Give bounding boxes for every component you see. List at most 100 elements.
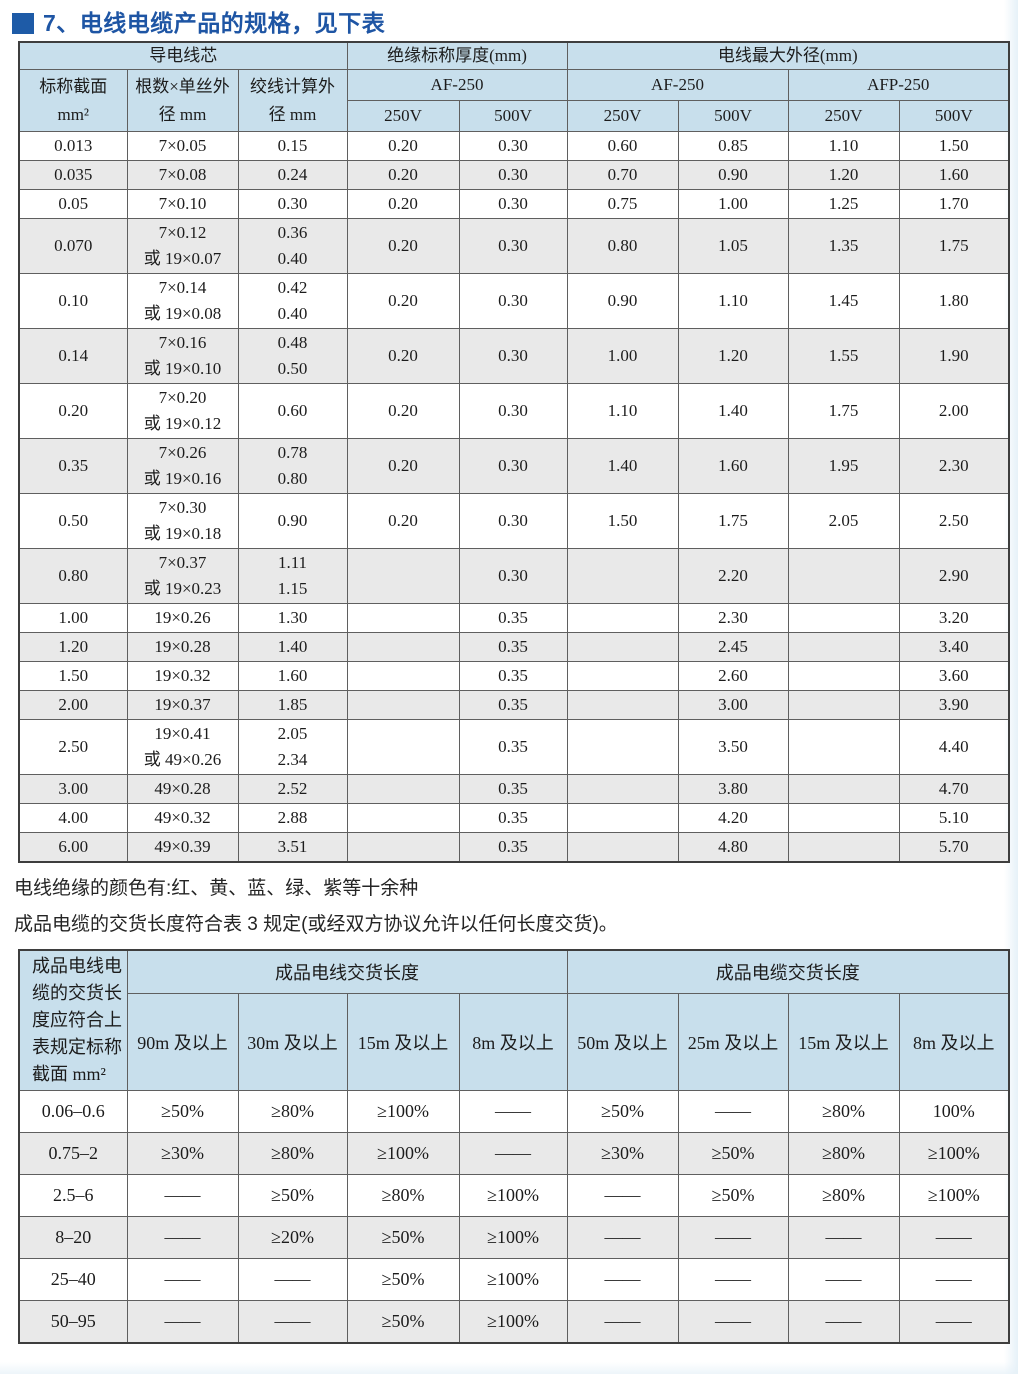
header-af250-od: AF-250 bbox=[566, 69, 789, 101]
table-cell: 1.75 bbox=[677, 493, 789, 549]
table-cell: 1.50 bbox=[898, 131, 1010, 161]
table-cell bbox=[566, 719, 679, 775]
table-cell: 2.05 2.34 bbox=[237, 719, 348, 775]
table-cell: 0.30 bbox=[458, 131, 568, 161]
header-wire-15m: 15m 及以上 bbox=[346, 993, 460, 1091]
table-cell bbox=[566, 690, 679, 720]
table-row: 1.50 19×0.32 1.60 0.35 2.60 3.60 bbox=[18, 661, 1010, 691]
table-cell: 49×0.28 bbox=[126, 774, 239, 804]
header-conductor-core: 导电线芯 bbox=[18, 41, 348, 70]
table-cell: 0.36 0.40 bbox=[237, 218, 348, 274]
table-cell bbox=[566, 548, 679, 604]
header-insulation-thickness: 绝缘标称厚度(mm) bbox=[346, 41, 568, 70]
table-cell bbox=[346, 690, 460, 720]
table-cell: 0.30 bbox=[458, 273, 568, 329]
header-wire-delivery-length: 成品电线交货长度 bbox=[126, 949, 568, 994]
table-cell: ≥50% bbox=[346, 1300, 460, 1343]
table-row: 1.00 19×0.26 1.30 0.35 2.30 3.20 bbox=[18, 603, 1010, 633]
table-cell: 2.5–6 bbox=[18, 1174, 128, 1217]
table-cell: ≥30% bbox=[566, 1132, 679, 1175]
delivery-table-header: 成品电线电 缆的交货长 度应符合上 表规定标称 截面 mm² 成品电线交货长度 … bbox=[18, 949, 1010, 1091]
table-cell: 3.20 bbox=[898, 603, 1010, 633]
header-wire-30m: 30m 及以上 bbox=[237, 993, 348, 1091]
table-cell: 4.80 bbox=[677, 832, 789, 863]
table-cell: 0.20 bbox=[346, 273, 460, 329]
table-cell: 2.60 bbox=[677, 661, 789, 691]
header-500v: 500V bbox=[458, 100, 568, 132]
table-cell: —— bbox=[126, 1174, 239, 1217]
table-cell: 1.00 bbox=[18, 603, 128, 633]
table-cell: ≥50% bbox=[677, 1174, 789, 1217]
table-cell: —— bbox=[898, 1300, 1010, 1343]
table-cell: 4.70 bbox=[898, 774, 1010, 804]
table-cell: 2.50 bbox=[18, 719, 128, 775]
header-cable-50m: 50m 及以上 bbox=[566, 993, 679, 1091]
table-cell: 19×0.41 或 49×0.26 bbox=[126, 719, 239, 775]
header-sub-row: 标称截面 mm² 根数×单丝外 径 mm 绞线计算外 径 mm AF-250 A… bbox=[18, 69, 1010, 132]
table-row: 50–95 —— —— ≥50% ≥100% —— —— —— —— bbox=[18, 1300, 1010, 1343]
table-cell: 2.45 bbox=[677, 632, 789, 662]
table-cell bbox=[787, 661, 900, 691]
table-cell: 1.20 bbox=[18, 632, 128, 662]
table-cell: ≥50% bbox=[126, 1090, 239, 1133]
table-cell: 8–20 bbox=[18, 1216, 128, 1259]
table-row: 8–20 —— ≥20% ≥50% ≥100% —— —— —— —— bbox=[18, 1216, 1010, 1259]
table-cell: 3.40 bbox=[898, 632, 1010, 662]
notes-block: 电线绝缘的颜色有:红、黄、蓝、绿、紫等十余种 成品电缆的交货长度符合表 3 规定… bbox=[14, 877, 1018, 937]
table-cell: 0.60 bbox=[566, 131, 679, 161]
table-row: 0.06–0.6 ≥50% ≥80% ≥100% —— ≥50% —— ≥80% 100% bbox=[18, 1090, 1010, 1133]
table-cell bbox=[566, 661, 679, 691]
table-cell bbox=[787, 832, 900, 863]
table-cell: 1.20 bbox=[677, 328, 789, 384]
note-insulation-colors: 电线绝缘的颜色有:红、黄、蓝、绿、紫等十余种 bbox=[14, 878, 419, 899]
table-cell: 0.24 bbox=[237, 160, 348, 190]
table-cell: 0.35 bbox=[458, 774, 568, 804]
table-cell: 1.00 bbox=[677, 189, 789, 219]
table-cell: 0.42 0.40 bbox=[237, 273, 348, 329]
table-cell: 3.00 bbox=[677, 690, 789, 720]
table-cell: —— bbox=[787, 1300, 900, 1343]
header-cable-15m: 15m 及以上 bbox=[787, 993, 900, 1091]
page-title-bar: 7、电线电缆产品的规格，见下表 bbox=[12, 10, 1018, 36]
table-cell: 0.50 bbox=[18, 493, 128, 549]
table-cell: ≥100% bbox=[458, 1258, 568, 1301]
table-cell: 0.75–2 bbox=[18, 1132, 128, 1175]
table-cell bbox=[566, 632, 679, 662]
table-cell: 3.80 bbox=[677, 774, 789, 804]
table-row: 0.50 7×0.30 或 19×0.18 0.90 0.20 0.30 1.50 1.75… bbox=[18, 493, 1010, 549]
table-cell: 1.35 bbox=[787, 218, 900, 274]
table-row: 0.75–2 ≥30% ≥80% ≥100% —— ≥30% ≥50% ≥80% ≥100% bbox=[18, 1132, 1010, 1175]
table-cell bbox=[346, 661, 460, 691]
table-cell: 0.90 bbox=[677, 160, 789, 190]
table-cell: —— bbox=[677, 1090, 789, 1133]
table-cell: 1.50 bbox=[566, 493, 679, 549]
table-cell: ≥50% bbox=[566, 1090, 679, 1133]
table-cell bbox=[566, 774, 679, 804]
table-cell: 2.00 bbox=[18, 690, 128, 720]
section-bullet-icon bbox=[12, 12, 34, 34]
table-cell: —— bbox=[898, 1216, 1010, 1259]
table-cell: 2.30 bbox=[677, 603, 789, 633]
table-row: 0.05 7×0.10 0.30 0.20 0.30 0.75 1.00 1.25 1.70 bbox=[18, 189, 1010, 219]
table-cell bbox=[346, 632, 460, 662]
table-cell: 0.35 bbox=[458, 661, 568, 691]
table-cell: ≥100% bbox=[346, 1090, 460, 1133]
table-cell: 1.10 bbox=[787, 131, 900, 161]
spec-table-header: 导电线芯 绝缘标称厚度(mm) 电线最大外径(mm) 标称截面 mm² 根数×单… bbox=[18, 41, 1010, 132]
table-row: 2.5–6 —— ≥50% ≥80% ≥100% —— ≥50% ≥80% ≥100% bbox=[18, 1174, 1010, 1217]
table-cell: 7×0.26 或 19×0.16 bbox=[126, 438, 239, 494]
header-corner-note: 成品电线电 缆的交货长 度应符合上 表规定标称 截面 mm² bbox=[18, 949, 128, 1091]
header-afp250-od: AFP-250 bbox=[787, 69, 1010, 101]
table-cell: ≥100% bbox=[346, 1132, 460, 1175]
table-cell: —— bbox=[566, 1300, 679, 1343]
table-cell: ≥50% bbox=[346, 1216, 460, 1259]
table-cell: ≥80% bbox=[787, 1174, 900, 1217]
table-cell: 7×0.37 或 19×0.23 bbox=[126, 548, 239, 604]
table-cell: 1.75 bbox=[787, 383, 900, 439]
header-group-row: 成品电线电 缆的交货长 度应符合上 表规定标称 截面 mm² 成品电线交货长度 … bbox=[18, 949, 1010, 1091]
wire-spec-table: 导电线芯 绝缘标称厚度(mm) 电线最大外径(mm) 标称截面 mm² 根数×单… bbox=[18, 41, 1011, 863]
table-cell: 0.30 bbox=[458, 160, 568, 190]
table-cell: 7×0.08 bbox=[126, 160, 239, 190]
table-cell: 0.14 bbox=[18, 328, 128, 384]
table-cell: 0.30 bbox=[458, 328, 568, 384]
